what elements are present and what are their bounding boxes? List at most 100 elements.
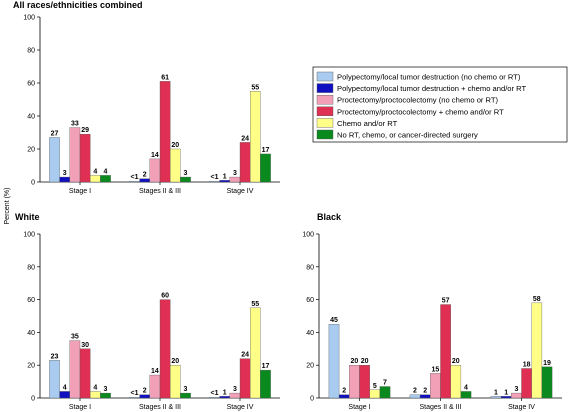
y-tick-label: 100 <box>23 15 35 22</box>
bar <box>139 394 150 399</box>
legend-label: Chemo and/or RT <box>337 119 398 128</box>
bar <box>250 91 261 183</box>
data-label: 27 <box>51 130 59 137</box>
panel-title: All races/ethnicities combined <box>13 0 143 10</box>
y-tick-label: 100 <box>302 232 314 239</box>
data-label: 55 <box>251 84 259 91</box>
data-label: 1 <box>504 389 508 396</box>
data-label: 61 <box>161 74 169 81</box>
data-label: 58 <box>533 296 541 303</box>
data-label: 20 <box>171 142 179 149</box>
data-label: 29 <box>81 127 89 134</box>
data-label: 17 <box>262 363 270 370</box>
category-label: Stage IV <box>227 404 254 411</box>
y-axis-label: Percent (%) <box>4 188 11 225</box>
bar <box>541 366 553 399</box>
bar <box>328 324 340 399</box>
bar <box>369 389 381 399</box>
category-label: Stages II & III <box>139 404 181 411</box>
bar <box>170 365 181 399</box>
y-tick-label: 100 <box>23 232 35 239</box>
data-label: <1 <box>131 390 139 397</box>
data-label: 2 <box>413 388 417 395</box>
data-label: 23 <box>51 353 59 360</box>
bar <box>79 133 91 183</box>
bar <box>49 137 60 183</box>
y-tick-label: 60 <box>306 297 314 304</box>
data-label: 2 <box>143 388 147 395</box>
y-tick-label: 0 <box>310 396 314 403</box>
data-label: 55 <box>251 301 259 308</box>
data-label: 1 <box>223 173 227 180</box>
bar <box>159 299 171 399</box>
bar <box>419 394 431 399</box>
y-tick-label: 80 <box>27 264 35 271</box>
bar <box>239 358 251 399</box>
data-label: 1 <box>494 389 498 396</box>
data-label: <1 <box>211 174 219 181</box>
bar <box>69 340 81 399</box>
y-tick-label: 80 <box>27 48 35 55</box>
data-label: 3 <box>104 386 108 393</box>
bar <box>180 392 191 399</box>
bar <box>490 396 502 399</box>
category-label: Stage IV <box>508 404 535 411</box>
y-tick-label: 40 <box>306 330 314 337</box>
data-label: 7 <box>383 380 387 387</box>
bar <box>209 397 220 399</box>
bar <box>260 153 271 183</box>
data-label: 4 <box>63 384 67 391</box>
data-label: 3 <box>233 386 237 393</box>
data-label: 3 <box>63 170 67 177</box>
legend-swatch <box>316 71 334 82</box>
data-label: <1 <box>211 390 219 397</box>
bar <box>59 391 70 399</box>
data-label: 15 <box>432 366 440 373</box>
bar <box>209 181 220 183</box>
bar <box>260 369 271 399</box>
bar <box>49 360 60 399</box>
y-tick-label: 60 <box>27 297 35 304</box>
data-label: 3 <box>514 386 518 393</box>
data-label: 17 <box>262 147 270 154</box>
bar <box>379 386 391 399</box>
data-label: 4 <box>464 384 468 391</box>
data-label: 3 <box>233 170 237 177</box>
legend-swatch <box>316 83 334 93</box>
bar <box>338 394 350 399</box>
bar <box>90 175 101 183</box>
data-label: 24 <box>241 352 249 359</box>
y-tick-label: 20 <box>306 363 314 370</box>
y-tick-label: 80 <box>306 264 314 271</box>
legend-label: Proctectomy/proctocolectomy + chemo and/… <box>337 107 504 116</box>
panel-all-races: All races/ethnicities combined 0 20 40 60 80 1… <box>13 0 280 195</box>
bar <box>460 391 472 399</box>
data-label: 4 <box>93 168 97 175</box>
data-label: 20 <box>452 358 460 365</box>
legend-frame <box>312 66 568 143</box>
bar <box>129 397 140 399</box>
legend-label: Proctectomy/proctocolectomy (no chemo or… <box>337 96 499 105</box>
legend-swatch <box>316 118 334 128</box>
data-label: 24 <box>241 135 249 142</box>
data-label: 3 <box>184 170 188 177</box>
legend-label: No RT, chemo, or cancer-directed surgery <box>337 131 478 140</box>
bar <box>129 181 140 183</box>
legend-swatch <box>316 129 334 140</box>
data-label: 2 <box>423 388 427 395</box>
bar <box>100 175 111 183</box>
data-label: 14 <box>151 152 159 159</box>
category-label: Stages II & III <box>419 404 461 411</box>
category-label: Stage I <box>69 404 91 411</box>
bar <box>250 307 261 399</box>
category-label: Stage I <box>69 188 91 195</box>
bar <box>430 373 441 399</box>
data-label: 18 <box>523 361 531 368</box>
data-label: 19 <box>543 360 551 367</box>
data-label: 30 <box>81 342 89 349</box>
y-tick-label: 20 <box>27 363 35 370</box>
y-tick-label: 40 <box>27 114 35 121</box>
